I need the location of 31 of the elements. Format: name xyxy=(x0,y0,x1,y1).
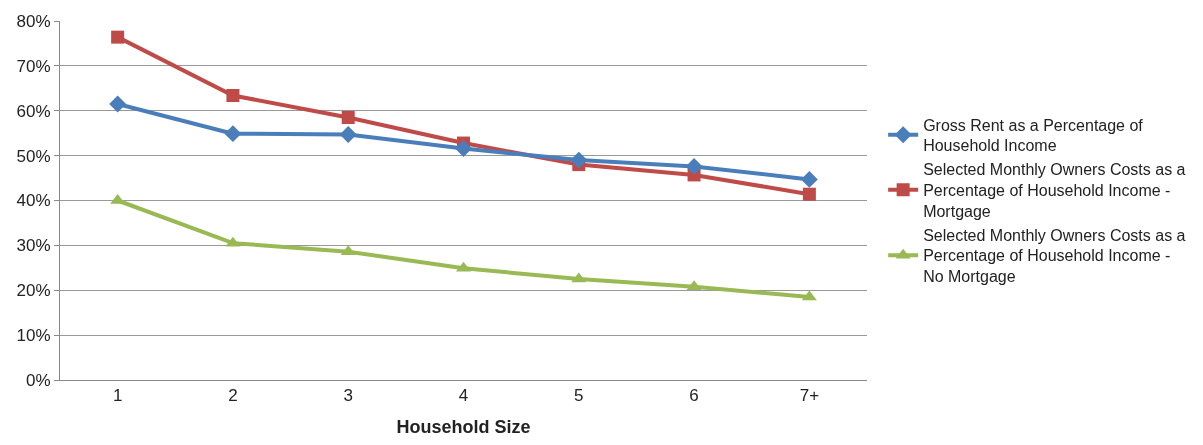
x-axis-title: Household Size xyxy=(396,416,531,437)
legend-label: Selected Monthly Owners Costs as a Percentage of Household Income - No Mortgage xyxy=(923,226,1186,286)
y-tick-label: 50% xyxy=(16,146,51,166)
point xyxy=(685,157,703,175)
legend-label: Gross Rent as a Percentage of Household Income xyxy=(923,116,1144,155)
y-tick-label: 60% xyxy=(16,101,51,121)
point xyxy=(224,125,242,143)
x-tick-label: 4 xyxy=(458,386,469,406)
x-tick-label: 3 xyxy=(343,386,353,406)
point xyxy=(226,88,240,102)
x-tick-label: 7+ xyxy=(799,386,820,406)
legend-label: Selected Monthly Owners Costs as a Percentage of Household Income - Mortgage xyxy=(923,161,1186,220)
y-tick-label: 30% xyxy=(16,236,51,256)
point xyxy=(111,30,125,44)
y-tick-label: 40% xyxy=(16,191,51,211)
point xyxy=(339,126,357,143)
x-tick-label: 6 xyxy=(689,386,699,406)
y-tick-label: 70% xyxy=(16,56,51,76)
point xyxy=(802,187,816,201)
point xyxy=(800,170,818,188)
x-tick-label: 2 xyxy=(228,386,238,406)
y-tick-label: 10% xyxy=(16,326,51,346)
point xyxy=(341,110,355,124)
x-tick-label: 1 xyxy=(112,386,123,406)
point xyxy=(455,140,472,157)
point xyxy=(109,95,127,113)
y-tick-label: 0% xyxy=(26,370,51,390)
x-tick-label: 5 xyxy=(574,386,584,406)
point xyxy=(570,151,588,169)
y-tick-label: 80% xyxy=(16,11,51,31)
y-tick-label: 20% xyxy=(16,281,51,301)
